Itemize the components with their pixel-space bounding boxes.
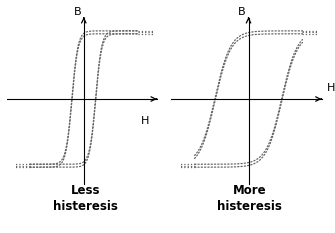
Text: H: H: [141, 116, 150, 126]
Text: More
histeresis: More histeresis: [217, 184, 282, 213]
Text: B: B: [238, 7, 246, 17]
Text: H: H: [327, 82, 335, 93]
Text: B: B: [73, 7, 81, 17]
Text: Less
histeresis: Less histeresis: [53, 184, 118, 213]
